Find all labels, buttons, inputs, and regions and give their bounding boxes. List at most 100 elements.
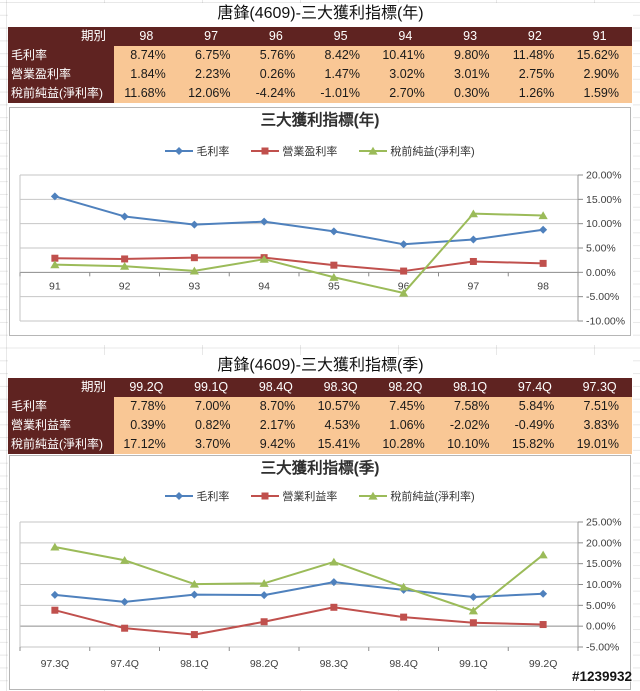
period-header-cell: 99.2Q	[114, 378, 179, 397]
triangle-marker	[189, 266, 199, 275]
annual-plot-area: 20.00% 15.00% 10.00% 5.00% 0.00% -5.00% -10.00…	[19, 170, 625, 328]
y-axis-label: 10.00%	[586, 218, 622, 230]
table-cell: 2.23%	[178, 65, 244, 84]
x-axis-label: 98.3Q	[320, 658, 349, 670]
y-axis-label: -10.00%	[586, 316, 625, 328]
diamond-marker	[469, 235, 478, 244]
diamond-marker	[190, 220, 199, 229]
table-row-operating-margin: 營業利益率 0.39% 0.82% 2.17% 4.53% 1.06% -2.02% -0.4…	[8, 416, 632, 435]
legend-label: 毛利率	[196, 491, 230, 503]
diamond-marker	[539, 225, 548, 234]
period-header-cell: 98.1Q	[437, 378, 503, 397]
triangle-marker	[120, 556, 130, 564]
square-marker	[539, 621, 547, 629]
legend-label: 營業盈利率	[282, 146, 338, 158]
table-cell: -2.02%	[437, 416, 503, 435]
period-header-cell: 96	[243, 27, 309, 46]
annual-section: 唐鋒(4609)-三大獲利指標(年) 期別 98 97 96 95 94 93 92 91 毛利率…	[8, 3, 633, 345]
x-axis-label: 97.3Q	[41, 658, 70, 670]
table-cell: 1.47%	[308, 65, 373, 84]
diamond-legend-icon	[165, 492, 194, 500]
square-marker	[469, 257, 477, 265]
x-axis-label: 92	[119, 280, 131, 292]
period-header-label: 期別	[8, 378, 114, 397]
x-axis-label: 98	[537, 280, 549, 292]
y-axis-label: 5.00%	[586, 600, 616, 612]
annual-metrics-table: 期別 98 97 96 95 94 93 92 91 毛利率 8.74% 6.75% 5.76% 8.42…	[8, 27, 632, 103]
legend-item-gross-margin: 毛利率	[165, 143, 229, 159]
triangle-marker	[329, 273, 339, 281]
pretax-net-margin-line	[54, 545, 544, 612]
period-header-cell: 95	[308, 27, 373, 46]
x-axis-label: 94	[258, 280, 270, 292]
table-cell: 1.84%	[114, 65, 179, 84]
period-header-cell: 94	[373, 27, 438, 46]
table-cell: 5.76%	[243, 46, 309, 65]
table-cell: 1.59%	[567, 84, 632, 103]
triangle-marker	[538, 550, 548, 559]
y-axis-label: 0.00%	[586, 621, 616, 633]
diamond-marker	[469, 593, 478, 601]
square-marker	[190, 631, 198, 639]
legend-label: 毛利率	[196, 146, 230, 158]
table-cell: -0.49%	[502, 416, 568, 435]
diamond-marker	[120, 597, 129, 606]
diamond-marker	[260, 217, 269, 226]
table-cell: 7.51%	[567, 397, 632, 416]
pretax-net-margin-line	[54, 212, 544, 294]
table-cell: 10.57%	[308, 397, 373, 416]
table-cell: 1.06%	[373, 416, 438, 435]
x-axis-label: 99.1Q	[459, 658, 488, 670]
y-axis-label: 5.00%	[586, 243, 616, 255]
quarterly-section: 唐鋒(4609)-三大獲利指標(季) 期別 99.2Q 99.1Q 98.4Q 98.3…	[8, 355, 633, 690]
table-cell: 15.41%	[308, 435, 373, 454]
square-marker	[330, 603, 338, 611]
table-cell: 5.84%	[502, 397, 568, 416]
table-cell: -4.24%	[243, 84, 309, 103]
table-cell: 9.42%	[243, 435, 309, 454]
period-header-cell: 93	[437, 27, 503, 46]
row-label: 營業利益率	[8, 416, 114, 435]
triangle-marker	[329, 557, 339, 566]
table-cell: 10.41%	[373, 46, 438, 65]
table-cell: 0.82%	[178, 416, 244, 435]
table-cell: 7.78%	[114, 397, 179, 416]
row-label: 毛利率	[8, 397, 114, 416]
legend-item-operating-margin: 營業盈利率	[251, 143, 337, 159]
period-header-cell: 98	[114, 27, 179, 46]
square-marker	[121, 624, 129, 632]
diamond-marker	[175, 147, 184, 155]
y-axis-label: 20.00%	[586, 170, 622, 182]
table-cell: 4.53%	[308, 416, 373, 435]
triangle-marker	[368, 491, 378, 500]
table-cell: 2.17%	[243, 416, 309, 435]
table-cell: 0.30%	[437, 84, 503, 103]
table-cell: 8.42%	[308, 46, 373, 65]
table-cell: 3.83%	[567, 416, 632, 435]
table-cell: 0.39%	[114, 416, 179, 435]
diamond-marker	[399, 240, 408, 249]
diamond-legend-icon	[165, 147, 194, 155]
x-axis-label: 98.2Q	[250, 658, 279, 670]
row-label: 稅前純益(淨利率)	[8, 435, 114, 454]
table-row-pretax-net-margin: 稅前純益(淨利率) 11.68% 12.06% -4.24% -1.01% 2.70% 0.…	[8, 84, 632, 103]
legend-label: 稅前純益(淨利率)	[390, 491, 475, 503]
diamond-marker	[175, 492, 184, 500]
quarterly-metrics-table: 期別 99.2Q 99.1Q 98.4Q 98.3Q 98.2Q 98.1Q 97.4Q 97.…	[8, 378, 632, 454]
square-marker	[469, 619, 477, 627]
table-cell: 3.01%	[437, 65, 503, 84]
x-axis-label: 97	[468, 280, 480, 292]
table-cell: 2.75%	[502, 65, 568, 84]
diamond-marker	[190, 590, 199, 599]
triangle-legend-icon	[359, 491, 388, 500]
table-cell: 7.58%	[437, 397, 503, 416]
legend-item-operating-margin: 營業利益率	[251, 488, 337, 504]
y-axis-label: 25.00%	[586, 517, 622, 529]
table-cell: 8.70%	[243, 397, 309, 416]
x-axis-label: 91	[49, 280, 61, 292]
row-label: 營業盈利率	[8, 65, 114, 84]
square-marker	[260, 618, 268, 626]
square-marker	[400, 267, 408, 275]
y-axis-label: 15.00%	[586, 558, 622, 570]
legend-item-pretax-net-margin: 稅前純益(淨利率)	[359, 488, 475, 504]
